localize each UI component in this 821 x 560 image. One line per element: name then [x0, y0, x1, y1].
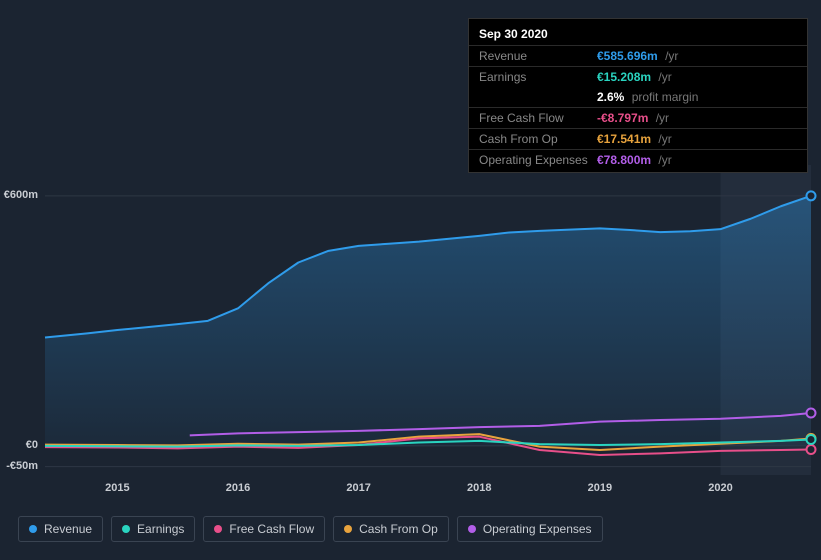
legend-label: Earnings — [137, 522, 184, 536]
legend-dot — [122, 525, 130, 533]
tooltip-value: €585.696m /yr — [597, 49, 678, 63]
tooltip-row: Earnings€15.208m /yr — [469, 66, 807, 87]
x-axis-label: 2018 — [459, 482, 499, 494]
tooltip-label: Operating Expenses — [479, 153, 597, 167]
tooltip-row: Operating Expenses€78.800m /yr — [469, 149, 807, 170]
tooltip-value: €15.208m /yr — [597, 70, 672, 84]
legend-dot — [29, 525, 37, 533]
tooltip-row: Cash From Op€17.541m /yr — [469, 128, 807, 149]
tooltip-value: -€8.797m /yr — [597, 111, 669, 125]
tooltip-row: Free Cash Flow-€8.797m /yr — [469, 107, 807, 128]
x-axis-label: 2015 — [97, 482, 137, 494]
legend-item[interactable]: Cash From Op — [333, 516, 449, 542]
chart-tooltip: Sep 30 2020 Revenue€585.696m /yrEarnings… — [468, 18, 808, 173]
tooltip-rows: Revenue€585.696m /yrEarnings€15.208m /yr… — [469, 45, 807, 170]
x-axis-label: 2020 — [701, 482, 741, 494]
tooltip-label: Earnings — [479, 70, 597, 84]
y-axis-label: €0 — [0, 439, 38, 451]
legend-dot — [214, 525, 222, 533]
legend-item[interactable]: Earnings — [111, 516, 195, 542]
legend-dot — [468, 525, 476, 533]
tooltip-value: €78.800m /yr — [597, 153, 672, 167]
tooltip-label: Revenue — [479, 49, 597, 63]
legend-label: Operating Expenses — [483, 522, 592, 536]
x-axis-label: 2017 — [339, 482, 379, 494]
tooltip-suffix: /yr — [655, 153, 672, 167]
tooltip-row: Revenue€585.696m /yr — [469, 45, 807, 66]
legend-dot — [344, 525, 352, 533]
legend-item[interactable]: Revenue — [18, 516, 103, 542]
y-axis-label: €600m — [0, 189, 38, 201]
legend-label: Cash From Op — [359, 522, 438, 536]
legend-item[interactable]: Free Cash Flow — [203, 516, 325, 542]
x-axis-label: 2019 — [580, 482, 620, 494]
tooltip-suffix: /yr — [655, 132, 672, 146]
tooltip-suffix: /yr — [655, 70, 672, 84]
tooltip-label — [479, 90, 597, 104]
tooltip-value: 2.6% profit margin — [597, 90, 698, 104]
tooltip-suffix: /yr — [662, 49, 679, 63]
tooltip-suffix: /yr — [652, 111, 669, 125]
chart-legend: Revenue Earnings Free Cash Flow Cash From O… — [18, 516, 603, 542]
legend-label: Free Cash Flow — [229, 522, 314, 536]
x-axis-label: 2016 — [218, 482, 258, 494]
legend-label: Revenue — [44, 522, 92, 536]
tooltip-row: 2.6% profit margin — [469, 87, 807, 107]
tooltip-date: Sep 30 2020 — [469, 25, 807, 45]
y-axis-label: -€50m — [0, 460, 38, 472]
tooltip-label: Free Cash Flow — [479, 111, 597, 125]
legend-item[interactable]: Operating Expenses — [457, 516, 603, 542]
tooltip-value: €17.541m /yr — [597, 132, 672, 146]
tooltip-suffix: profit margin — [628, 90, 698, 104]
tooltip-label: Cash From Op — [479, 132, 597, 146]
